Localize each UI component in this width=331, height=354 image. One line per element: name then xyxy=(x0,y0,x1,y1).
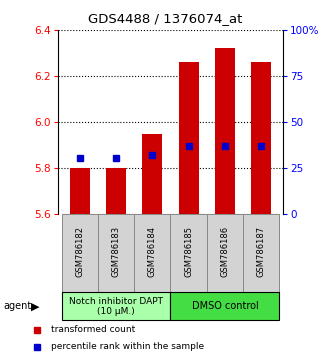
Bar xyxy=(179,62,199,214)
Text: GSM786185: GSM786185 xyxy=(184,226,193,277)
Text: Notch inhibitor DAPT
(10 μM.): Notch inhibitor DAPT (10 μM.) xyxy=(69,297,163,316)
Text: transformed count: transformed count xyxy=(51,325,135,334)
Text: DMSO control: DMSO control xyxy=(192,301,258,311)
Bar xyxy=(170,214,207,292)
Text: GDS4488 / 1376074_at: GDS4488 / 1376074_at xyxy=(88,12,243,25)
Bar xyxy=(243,214,279,292)
Bar xyxy=(70,168,90,214)
Bar xyxy=(170,292,279,320)
Bar xyxy=(215,48,235,214)
Bar xyxy=(106,168,126,214)
Text: GSM786183: GSM786183 xyxy=(112,226,120,277)
Bar xyxy=(62,214,98,292)
Bar xyxy=(134,214,170,292)
Bar xyxy=(62,292,170,320)
Bar xyxy=(251,62,271,214)
Text: GSM786187: GSM786187 xyxy=(257,226,266,277)
Bar xyxy=(98,214,134,292)
Text: GSM786182: GSM786182 xyxy=(75,226,84,277)
Text: GSM786186: GSM786186 xyxy=(220,226,229,277)
Bar xyxy=(142,133,162,214)
Text: agent: agent xyxy=(3,301,31,311)
Text: percentile rank within the sample: percentile rank within the sample xyxy=(51,342,204,351)
Text: ▶: ▶ xyxy=(30,301,39,311)
Text: GSM786184: GSM786184 xyxy=(148,226,157,277)
Bar xyxy=(207,214,243,292)
